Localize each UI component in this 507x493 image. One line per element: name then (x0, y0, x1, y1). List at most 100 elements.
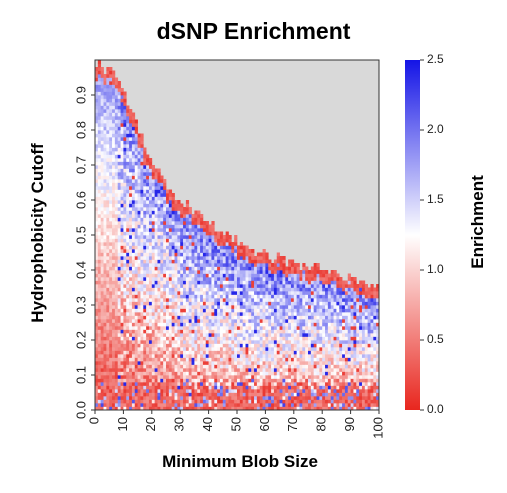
heatmap-cell (242, 298, 246, 302)
heatmap-cell (123, 154, 127, 159)
heatmap-cell (143, 256, 147, 260)
heatmap-cell (194, 364, 198, 369)
heatmap-cell (97, 273, 102, 278)
heatmap-cell (160, 333, 164, 337)
heatmap-cell (126, 228, 130, 232)
heatmap-cell (137, 273, 141, 278)
heatmap-cell (148, 224, 153, 229)
heatmap-cell (160, 364, 164, 369)
heatmap-cell (134, 158, 138, 162)
heatmap-cell (97, 119, 102, 124)
heatmap-cell (319, 389, 323, 393)
heatmap-cell (166, 224, 170, 229)
heatmap-cell (191, 406, 195, 410)
heatmap-cell (168, 231, 173, 236)
heatmap-cell (265, 266, 269, 271)
heatmap-cell (316, 266, 320, 271)
heatmap-cell (265, 273, 269, 278)
heatmap-cell (200, 284, 204, 288)
heatmap-cell (245, 350, 249, 355)
heatmap-cell (293, 263, 297, 267)
heatmap-cell (327, 319, 332, 323)
heatmap-cell (239, 277, 244, 281)
heatmap-cell (302, 357, 306, 362)
heatmap-cell (219, 242, 224, 246)
heatmap-cell (126, 214, 130, 218)
heatmap-cell (256, 361, 261, 365)
heatmap-cell (129, 294, 133, 299)
heatmap-cell (160, 175, 164, 180)
heatmap-cell (166, 336, 170, 341)
heatmap-cell (106, 144, 110, 148)
heatmap-cell (95, 354, 99, 358)
heatmap-cell (106, 175, 110, 180)
heatmap-cell (106, 273, 110, 278)
heatmap-cell (282, 256, 286, 260)
heatmap-cell (219, 392, 224, 397)
heatmap-cell (319, 382, 323, 386)
heatmap-cell (231, 277, 235, 281)
heatmap-cell (217, 399, 221, 404)
heatmap-cell (313, 382, 317, 386)
heatmap-cell (109, 133, 113, 138)
heatmap-cell (148, 336, 153, 341)
heatmap-cell (234, 375, 238, 379)
heatmap-cell (285, 301, 289, 306)
heatmap-cell (129, 259, 133, 264)
heatmap-cell (211, 273, 215, 278)
heatmap-cell (126, 256, 130, 260)
heatmap-cell (273, 305, 278, 309)
heatmap-cell (109, 263, 113, 267)
heatmap-cell (126, 382, 130, 386)
heatmap-cell (97, 95, 102, 99)
heatmap-cell (163, 305, 167, 309)
heatmap-cell (208, 315, 212, 320)
heatmap-cell (234, 242, 238, 246)
heatmap-cell (137, 242, 141, 246)
heatmap-cell (123, 133, 127, 138)
heatmap-cell (191, 399, 195, 404)
heatmap-cell (231, 396, 235, 400)
heatmap-cell (146, 340, 150, 344)
heatmap-cell (148, 207, 153, 211)
heatmap-cell (208, 228, 212, 232)
heatmap-cell (117, 81, 121, 85)
heatmap-cell (234, 263, 238, 267)
heatmap-cell (112, 329, 116, 334)
heatmap-cell (95, 273, 99, 278)
heatmap-cell (126, 280, 130, 285)
heatmap-cell (174, 301, 178, 306)
heatmap-cell (228, 238, 232, 243)
heatmap-cell (191, 245, 195, 250)
heatmap-cell (131, 224, 136, 229)
heatmap-cell (211, 287, 215, 292)
heatmap-cell (131, 312, 136, 316)
heatmap-cell (219, 378, 224, 383)
heatmap-cell (205, 242, 209, 246)
heatmap-cell (100, 214, 104, 218)
heatmap-cell (137, 151, 141, 155)
heatmap-cell (120, 245, 124, 250)
heatmap-cell (129, 238, 133, 243)
heatmap-cell (123, 403, 127, 407)
heatmap-cell (137, 231, 141, 236)
heatmap-cell (183, 252, 187, 257)
heatmap-cell (97, 98, 102, 103)
heatmap-cell (214, 259, 218, 264)
heatmap-cell (273, 403, 278, 407)
heatmap-cell (103, 322, 107, 327)
heatmap-cell (151, 252, 155, 257)
heatmap-cell (268, 378, 272, 383)
heatmap-cell (174, 406, 178, 410)
heatmap-cell (120, 203, 124, 208)
heatmap-cell (237, 287, 241, 292)
heatmap-cell (174, 217, 178, 222)
heatmap-cell (293, 361, 297, 365)
heatmap-cell (97, 305, 102, 309)
heatmap-cell (322, 305, 326, 309)
heatmap-cell (109, 235, 113, 239)
heatmap-cell (163, 224, 167, 229)
heatmap-cell (163, 256, 167, 260)
heatmap-cell (180, 354, 184, 358)
heatmap-cell (319, 319, 323, 323)
